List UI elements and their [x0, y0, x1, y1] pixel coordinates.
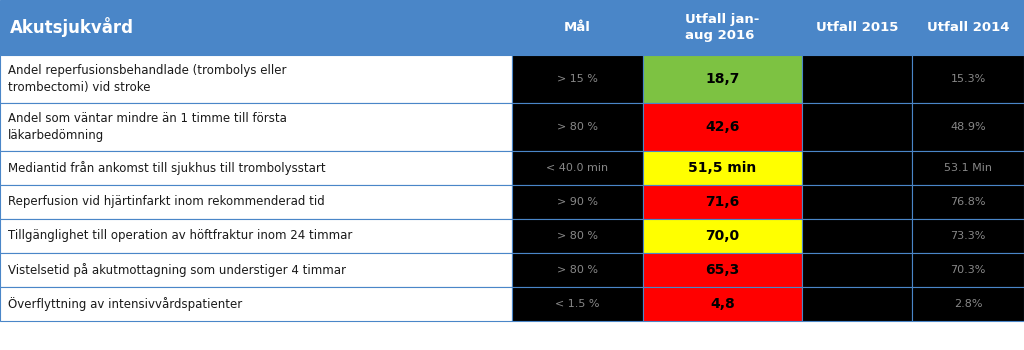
Text: < 1.5 %: < 1.5 %	[555, 299, 600, 309]
FancyBboxPatch shape	[512, 151, 643, 185]
Text: 48.9%: 48.9%	[950, 122, 986, 132]
Text: 70,0: 70,0	[706, 229, 739, 243]
FancyBboxPatch shape	[512, 219, 643, 253]
FancyBboxPatch shape	[912, 185, 1024, 219]
FancyBboxPatch shape	[912, 219, 1024, 253]
Text: Andel som väntar mindre än 1 timme till första
läkarbedömning: Andel som väntar mindre än 1 timme till …	[8, 112, 287, 142]
Text: Vistelsetid på akutmottagning som understiger 4 timmar: Vistelsetid på akutmottagning som unders…	[8, 263, 346, 277]
Text: > 15 %: > 15 %	[557, 74, 598, 84]
Text: Akutsjukvård: Akutsjukvård	[10, 18, 134, 37]
Text: Utfall jan-
aug 2016: Utfall jan- aug 2016	[685, 13, 760, 42]
FancyBboxPatch shape	[912, 55, 1024, 103]
Text: Reperfusion vid hjärtinfarkt inom rekommenderad tid: Reperfusion vid hjärtinfarkt inom rekomm…	[8, 196, 325, 209]
FancyBboxPatch shape	[512, 287, 643, 321]
Text: 53.1 Min: 53.1 Min	[944, 163, 992, 173]
Text: Tillgänglighet till operation av höftfraktur inom 24 timmar: Tillgänglighet till operation av höftfra…	[8, 230, 352, 243]
FancyBboxPatch shape	[0, 287, 512, 321]
Text: 42,6: 42,6	[706, 120, 739, 134]
FancyBboxPatch shape	[512, 103, 643, 151]
Text: 4,8: 4,8	[710, 297, 735, 311]
Text: > 80 %: > 80 %	[557, 231, 598, 241]
FancyBboxPatch shape	[0, 253, 512, 287]
Text: < 40.0 min: < 40.0 min	[547, 163, 608, 173]
Text: 73.3%: 73.3%	[950, 231, 986, 241]
Text: > 80 %: > 80 %	[557, 265, 598, 275]
FancyBboxPatch shape	[912, 287, 1024, 321]
FancyBboxPatch shape	[912, 103, 1024, 151]
FancyBboxPatch shape	[802, 253, 912, 287]
Text: 51,5 min: 51,5 min	[688, 161, 757, 175]
FancyBboxPatch shape	[643, 55, 802, 103]
Text: Mediantid från ankomst till sjukhus till trombolysstart: Mediantid från ankomst till sjukhus till…	[8, 161, 326, 175]
FancyBboxPatch shape	[643, 185, 802, 219]
FancyBboxPatch shape	[512, 55, 643, 103]
FancyBboxPatch shape	[912, 151, 1024, 185]
FancyBboxPatch shape	[0, 151, 512, 185]
Text: > 90 %: > 90 %	[557, 197, 598, 207]
Text: 65,3: 65,3	[706, 263, 739, 277]
Text: Överflyttning av intensivvårdspatienter: Överflyttning av intensivvårdspatienter	[8, 297, 243, 311]
Text: > 80 %: > 80 %	[557, 122, 598, 132]
FancyBboxPatch shape	[912, 253, 1024, 287]
FancyBboxPatch shape	[643, 253, 802, 287]
Text: Mål: Mål	[564, 21, 591, 34]
FancyBboxPatch shape	[0, 185, 512, 219]
Text: Utfall 2015: Utfall 2015	[816, 21, 898, 34]
FancyBboxPatch shape	[0, 0, 512, 55]
Text: 15.3%: 15.3%	[950, 74, 986, 84]
FancyBboxPatch shape	[512, 253, 643, 287]
FancyBboxPatch shape	[512, 0, 643, 55]
FancyBboxPatch shape	[802, 151, 912, 185]
FancyBboxPatch shape	[512, 185, 643, 219]
Text: Utfall 2014: Utfall 2014	[927, 21, 1010, 34]
FancyBboxPatch shape	[802, 185, 912, 219]
FancyBboxPatch shape	[802, 103, 912, 151]
FancyBboxPatch shape	[643, 287, 802, 321]
FancyBboxPatch shape	[643, 0, 802, 55]
FancyBboxPatch shape	[802, 55, 912, 103]
Text: 18,7: 18,7	[706, 72, 739, 86]
Text: 70.3%: 70.3%	[950, 265, 986, 275]
FancyBboxPatch shape	[643, 151, 802, 185]
FancyBboxPatch shape	[802, 219, 912, 253]
FancyBboxPatch shape	[0, 103, 512, 151]
Text: 76.8%: 76.8%	[950, 197, 986, 207]
FancyBboxPatch shape	[0, 219, 512, 253]
FancyBboxPatch shape	[802, 0, 912, 55]
FancyBboxPatch shape	[643, 219, 802, 253]
FancyBboxPatch shape	[643, 103, 802, 151]
FancyBboxPatch shape	[0, 55, 512, 103]
Text: 2.8%: 2.8%	[954, 299, 982, 309]
Text: 71,6: 71,6	[706, 195, 739, 209]
FancyBboxPatch shape	[802, 287, 912, 321]
Text: Andel reperfusionsbehandlade (trombolys eller
trombectomi) vid stroke: Andel reperfusionsbehandlade (trombolys …	[8, 64, 287, 94]
FancyBboxPatch shape	[912, 0, 1024, 55]
